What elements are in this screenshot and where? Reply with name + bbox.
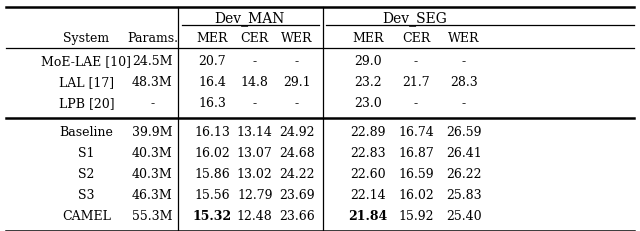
Text: 15.56: 15.56 — [195, 188, 230, 202]
Text: S1: S1 — [78, 146, 95, 160]
Text: 12.48: 12.48 — [237, 210, 273, 223]
Text: 24.22: 24.22 — [279, 167, 315, 181]
Text: -: - — [253, 55, 257, 68]
Text: CAMEL: CAMEL — [62, 210, 111, 223]
Text: -: - — [295, 55, 299, 68]
Text: 16.02: 16.02 — [195, 146, 230, 160]
Text: CER: CER — [241, 32, 269, 45]
Text: 26.22: 26.22 — [446, 167, 482, 181]
Text: Params.: Params. — [127, 32, 178, 45]
Text: 21.7: 21.7 — [402, 76, 430, 89]
Text: 16.02: 16.02 — [398, 188, 434, 202]
Text: 21.84: 21.84 — [348, 210, 388, 223]
Text: 26.41: 26.41 — [446, 146, 482, 160]
Text: 16.4: 16.4 — [198, 76, 227, 89]
Text: -: - — [295, 97, 299, 110]
Text: 23.66: 23.66 — [279, 210, 315, 223]
Text: 22.89: 22.89 — [350, 125, 386, 139]
Text: 39.9M: 39.9M — [132, 125, 173, 139]
Text: 24.68: 24.68 — [279, 146, 315, 160]
Text: MER: MER — [352, 32, 384, 45]
Text: Baseline: Baseline — [60, 125, 113, 139]
Text: Dev_SEG: Dev_SEG — [382, 11, 447, 26]
Text: 22.83: 22.83 — [350, 146, 386, 160]
Text: 26.59: 26.59 — [446, 125, 482, 139]
Text: -: - — [253, 97, 257, 110]
Text: 29.1: 29.1 — [283, 76, 311, 89]
Text: -: - — [150, 97, 154, 110]
Text: 13.07: 13.07 — [237, 146, 273, 160]
Text: 13.14: 13.14 — [237, 125, 273, 139]
Text: 16.74: 16.74 — [398, 125, 434, 139]
Text: WER: WER — [448, 32, 480, 45]
Text: 23.2: 23.2 — [354, 76, 382, 89]
Text: 40.3M: 40.3M — [132, 146, 173, 160]
Text: 28.3: 28.3 — [450, 76, 478, 89]
Text: 23.0: 23.0 — [354, 97, 382, 110]
Text: MER: MER — [196, 32, 228, 45]
Text: System: System — [63, 32, 109, 45]
Text: 25.40: 25.40 — [446, 210, 482, 223]
Text: 24.92: 24.92 — [279, 125, 315, 139]
Text: S3: S3 — [78, 188, 95, 202]
Text: -: - — [462, 97, 466, 110]
Text: -: - — [414, 55, 418, 68]
Text: 23.69: 23.69 — [279, 188, 315, 202]
Text: 22.14: 22.14 — [350, 188, 386, 202]
Text: 46.3M: 46.3M — [132, 188, 173, 202]
Text: 16.3: 16.3 — [198, 97, 227, 110]
Text: -: - — [414, 97, 418, 110]
Text: 12.79: 12.79 — [237, 188, 273, 202]
Text: 24.5M: 24.5M — [132, 55, 173, 68]
Text: 16.59: 16.59 — [398, 167, 434, 181]
Text: 15.32: 15.32 — [193, 210, 232, 223]
Text: 15.92: 15.92 — [398, 210, 434, 223]
Text: CER: CER — [402, 32, 430, 45]
Text: 55.3M: 55.3M — [132, 210, 173, 223]
Text: 22.60: 22.60 — [350, 167, 386, 181]
Text: S2: S2 — [78, 167, 95, 181]
Text: MoE-LAE [10]: MoE-LAE [10] — [42, 55, 131, 68]
Text: 16.13: 16.13 — [195, 125, 230, 139]
Text: 15.86: 15.86 — [195, 167, 230, 181]
Text: 25.83: 25.83 — [446, 188, 482, 202]
Text: 29.0: 29.0 — [354, 55, 382, 68]
Text: Dev_MAN: Dev_MAN — [214, 11, 285, 26]
Text: LAL [17]: LAL [17] — [59, 76, 114, 89]
Text: LPB [20]: LPB [20] — [59, 97, 114, 110]
Text: -: - — [462, 55, 466, 68]
Text: 20.7: 20.7 — [198, 55, 227, 68]
Text: WER: WER — [281, 32, 313, 45]
Text: 40.3M: 40.3M — [132, 167, 173, 181]
Text: 14.8: 14.8 — [241, 76, 269, 89]
Text: 16.87: 16.87 — [398, 146, 434, 160]
Text: 13.02: 13.02 — [237, 167, 273, 181]
Text: 48.3M: 48.3M — [132, 76, 173, 89]
